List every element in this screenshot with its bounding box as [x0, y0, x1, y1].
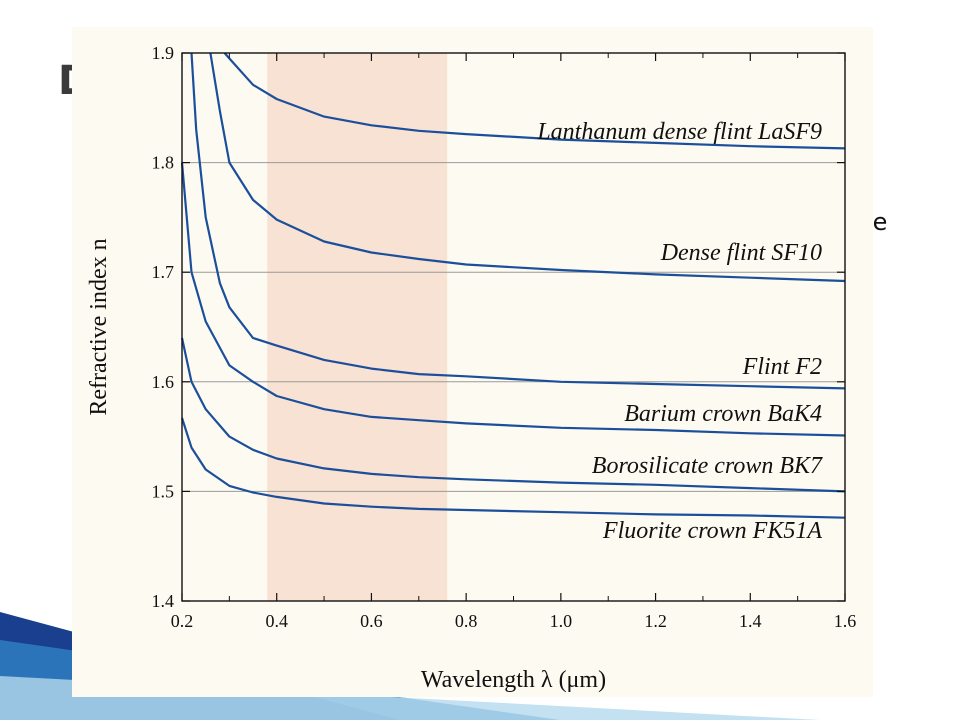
series-line	[180, 162, 846, 437]
visible-spectrum-band	[267, 53, 448, 601]
series-line	[223, 52, 846, 150]
y-tick-label: 1.6	[152, 372, 175, 392]
series-label: Borosilicate crown BK7	[592, 453, 823, 479]
x-tick-label: 1.4	[739, 611, 762, 631]
x-tick-label: 1.0	[550, 611, 573, 631]
x-tick-label: 0.2	[171, 611, 194, 631]
dispersion-figure: 1.4 1.5 1.6 1.7 1.8 1.9 0.2 0.4 0.6 0.8 1.0 1.2 1.4 1…	[72, 27, 873, 697]
x-tick-label: 1.2	[644, 611, 667, 631]
series-line	[180, 337, 846, 493]
y-tick-label: 1.7	[152, 262, 175, 282]
x-tick-label: 0.8	[455, 611, 478, 631]
series-label: Lanthanum dense flint LaSF9	[536, 119, 822, 145]
x-axis-title: Wavelength λ (μm)	[421, 667, 606, 693]
x-tick-label: 1.6	[834, 611, 857, 631]
y-tick-label: 1.8	[152, 153, 175, 173]
x-tick-label: 0.6	[360, 611, 383, 631]
series-line	[209, 52, 846, 283]
y-axis-title: Refractive index n	[86, 238, 112, 415]
series-line	[190, 52, 846, 390]
dispersion-chart: 1.4 1.5 1.6 1.7 1.8 1.9 0.2 0.4 0.6 0.8 1.0 1.2 1.4 1…	[86, 43, 857, 693]
y-tick-label: 1.5	[152, 481, 175, 501]
x-tick-label: 0.4	[265, 611, 288, 631]
series-label: Fluorite crown FK51A	[602, 518, 822, 544]
series-label: Dense flint SF10	[660, 240, 822, 266]
y-tick-label: 1.4	[152, 591, 175, 611]
series-label: Flint F2	[742, 354, 822, 380]
series-label: Barium crown BaK4	[624, 401, 822, 427]
y-tick-label: 1.9	[152, 43, 175, 63]
series-line	[180, 417, 846, 519]
